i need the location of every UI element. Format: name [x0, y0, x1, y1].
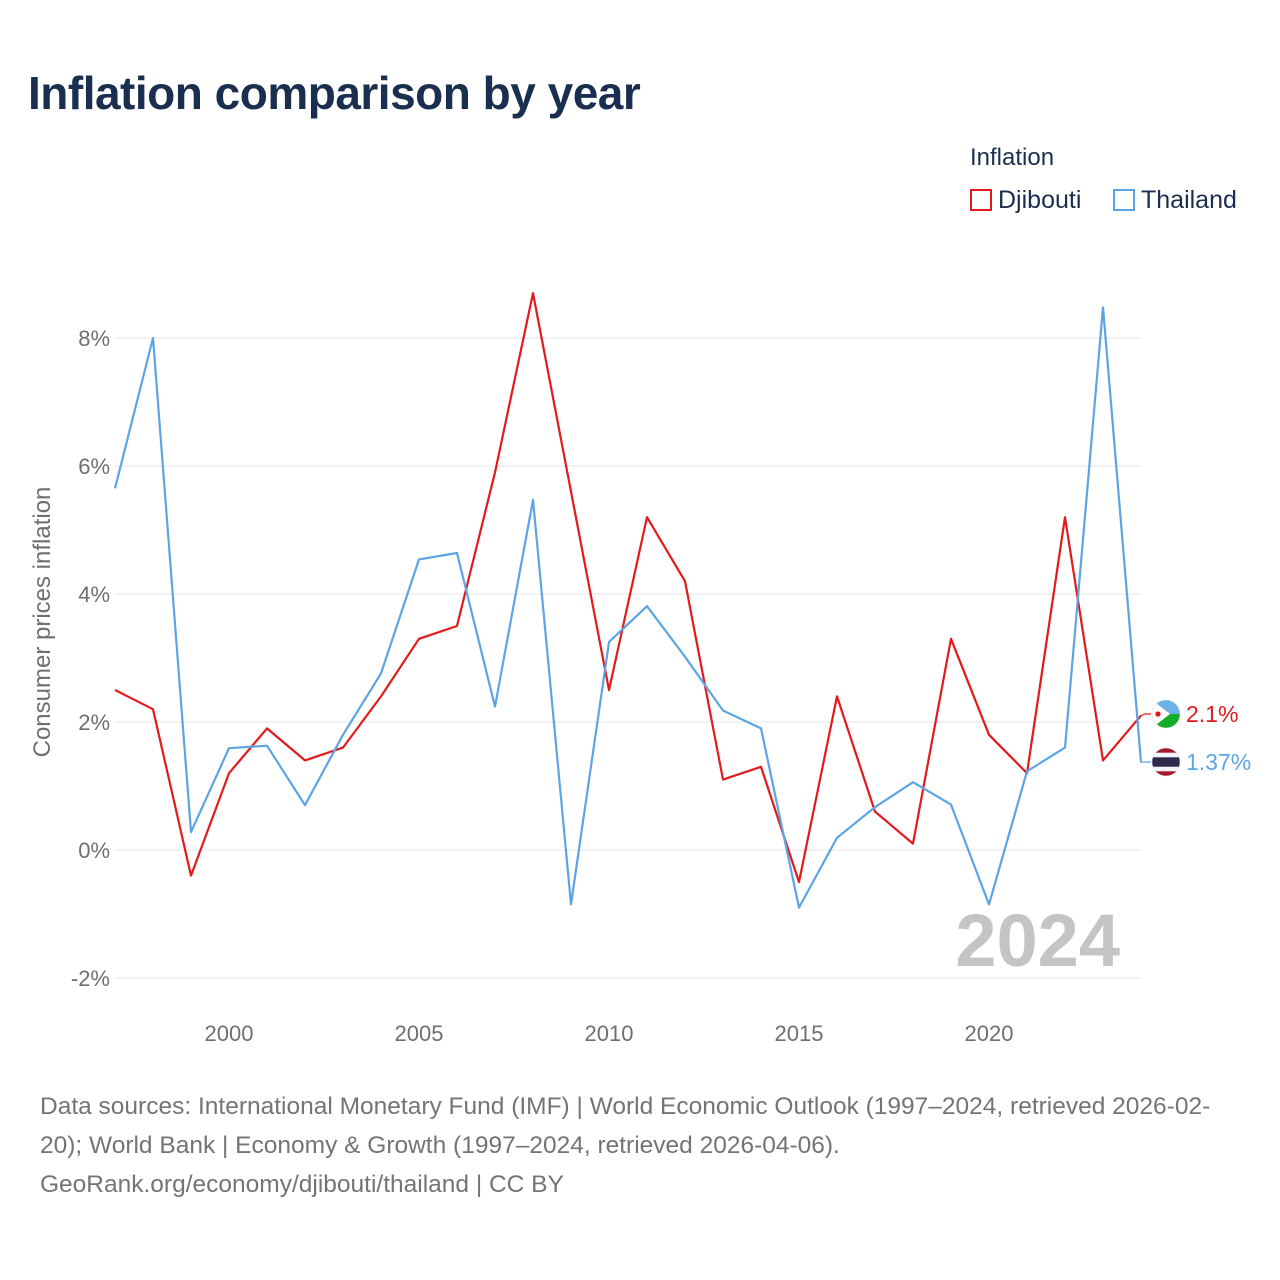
x-tick-label: 2000 [205, 1021, 254, 1046]
x-tick-label: 2010 [585, 1021, 634, 1046]
thailand-flag-icon [1151, 747, 1181, 777]
footer-sources: Data sources: International Monetary Fun… [40, 1093, 1211, 1159]
y-tick-label: -2% [71, 966, 110, 991]
data-sources-footer: Data sources: International Monetary Fun… [40, 1087, 1250, 1204]
legend-label-djibouti: Djibouti [998, 185, 1082, 214]
djibouti-end-value: 2.1% [1186, 701, 1238, 727]
gridlines [115, 337, 1141, 979]
line-chart: -2%0%2%4%6%8% 2000 2005 2010 2015 2020 2024 … [29, 292, 1251, 1046]
x-tick-label: 2020 [965, 1021, 1014, 1046]
y-tick-label: 8% [78, 326, 110, 351]
end-markers [1151, 699, 1181, 777]
legend-item-thailand[interactable]: Thailand [1113, 184, 1237, 216]
series-line-thailand[interactable] [113, 306, 1143, 909]
y-tick-label: 0% [78, 838, 110, 863]
legend-swatch-thailand [1113, 189, 1135, 211]
x-axis-ticks: 2000 2005 2010 2015 2020 [205, 1021, 1014, 1046]
year-watermark: 2024 [955, 899, 1120, 982]
series-lines [113, 292, 1151, 909]
series-line-djibouti[interactable] [114, 292, 1142, 884]
chart-title: Inflation comparison by year [28, 67, 641, 119]
y-axis-ticks: -2% 0% 2% 4% 6% 8% [71, 326, 110, 991]
legend-label-thailand: Thailand [1141, 185, 1237, 214]
y-axis-label: Consumer prices inflation [29, 487, 56, 758]
y-tick-label: 6% [78, 454, 110, 479]
footer-attribution[interactable]: GeoRank.org/economy/djibouti/thailand | … [40, 1171, 564, 1198]
legend-item-djibouti[interactable]: Djibouti [970, 184, 1081, 216]
djibouti-flag-icon [1151, 699, 1181, 729]
legend-title: Inflation [970, 144, 1055, 171]
y-tick-label: 4% [78, 582, 110, 607]
end-connector-djibouti [1140, 713, 1151, 717]
x-tick-label: 2015 [775, 1021, 824, 1046]
y-tick-label: 2% [78, 710, 110, 735]
legend-swatch-djibouti [970, 189, 992, 211]
thailand-end-value: 1.37% [1186, 749, 1251, 775]
x-tick-label: 2005 [395, 1021, 444, 1046]
